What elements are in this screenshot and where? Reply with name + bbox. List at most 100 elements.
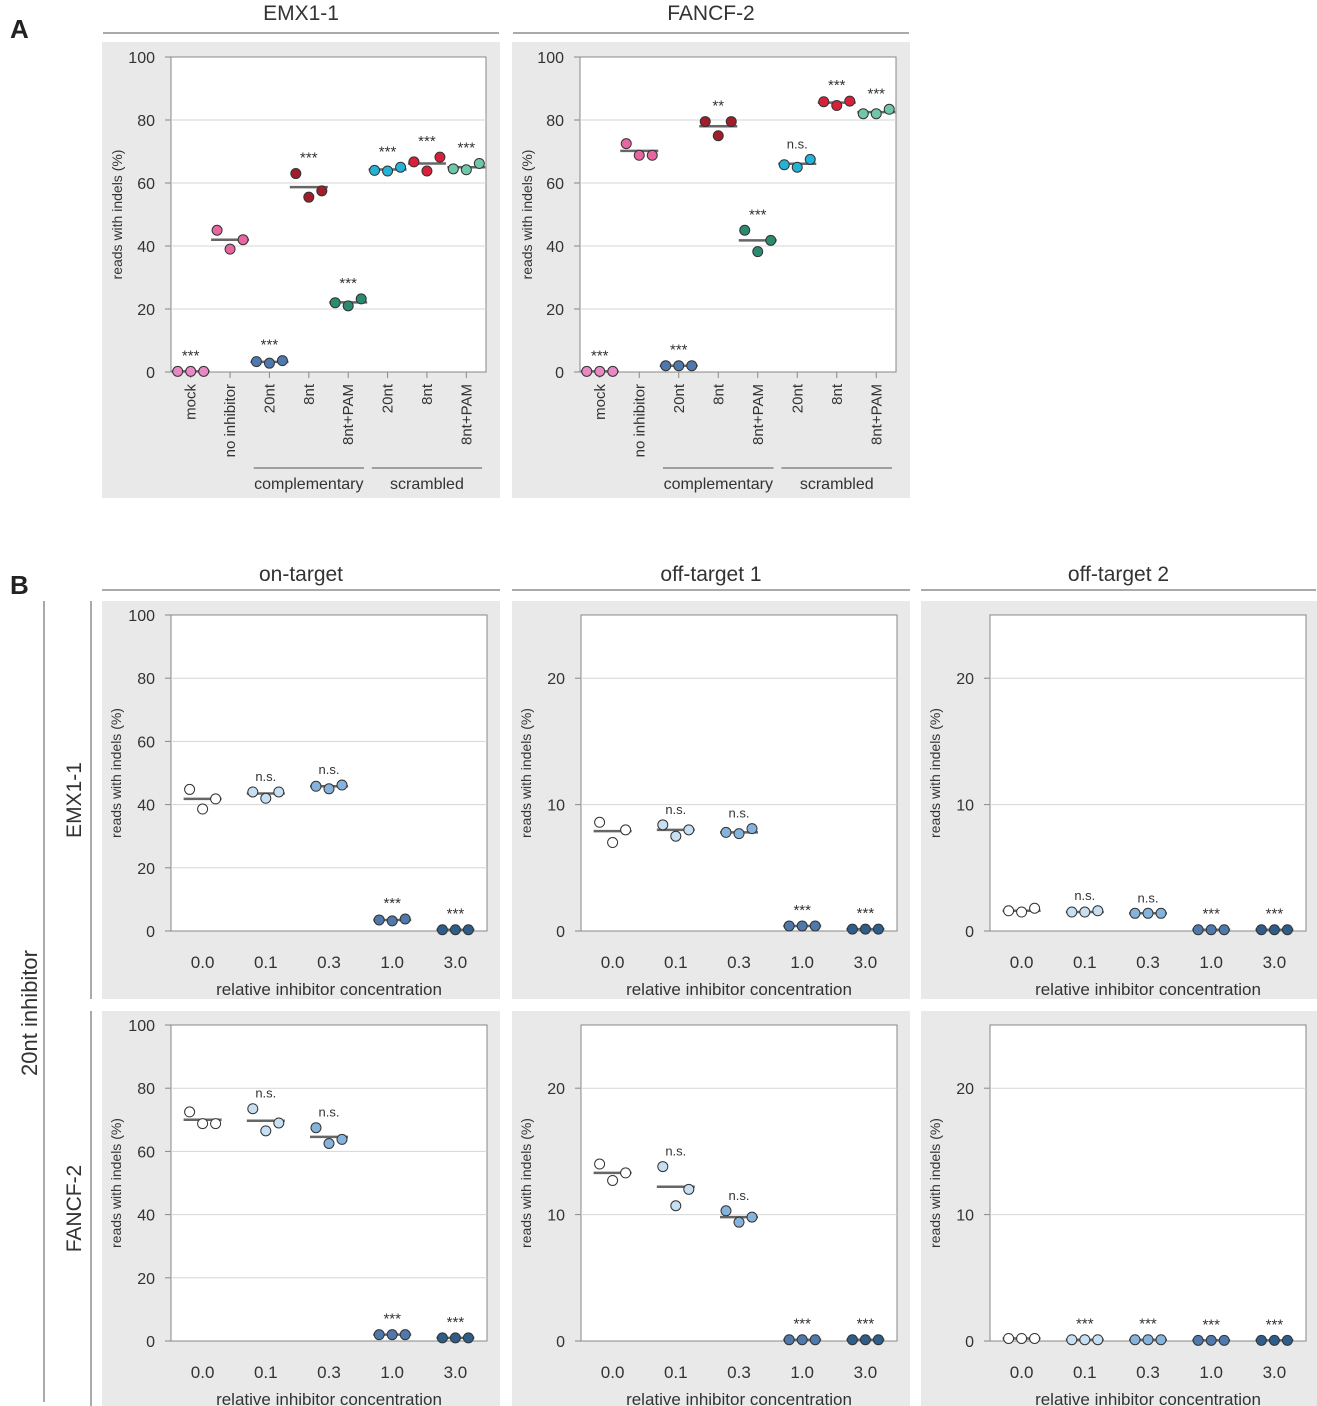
significance-label: n.s. <box>319 1105 340 1120</box>
significance-label: *** <box>1139 1316 1157 1333</box>
panel-label-a: A <box>10 14 29 44</box>
y-tick-label: 40 <box>137 798 155 815</box>
data-point <box>449 924 461 936</box>
data-point <box>872 923 884 935</box>
data-point <box>260 1125 272 1137</box>
plot-area <box>579 56 897 373</box>
y-axis-label: reads with indels (%) <box>518 1118 534 1248</box>
data-point <box>1281 924 1293 936</box>
y-axis-label: reads with indels (%) <box>108 708 124 838</box>
y-tick-label: 0 <box>555 365 564 382</box>
x-tick-label: 8nt+PAM <box>340 384 357 445</box>
data-point <box>323 1138 335 1149</box>
data-point <box>210 1118 222 1130</box>
data-point <box>846 923 858 935</box>
panel-b-chart: 0 20 40 60 80 100 reads with indels (%) 0.0 0.1 0… <box>102 601 500 999</box>
significance-label: *** <box>379 143 397 160</box>
x-tick-label: 3.0 <box>854 1363 878 1382</box>
significance-label: n.s. <box>665 802 686 817</box>
data-point <box>1205 1334 1217 1346</box>
plot-area <box>989 1024 1307 1342</box>
panel-b-chart: 0 10 20 reads with indels (%) 0.0 0.1 0.3 1.0 3.… <box>512 601 910 999</box>
significance-label: *** <box>828 77 846 94</box>
data-point <box>210 793 222 805</box>
data-point <box>646 149 658 161</box>
data-point <box>342 300 354 312</box>
data-point <box>607 365 619 377</box>
significance-label: n.s. <box>1138 890 1159 905</box>
column-title: on-target <box>259 563 343 586</box>
data-point <box>421 165 433 177</box>
data-point <box>336 779 348 791</box>
data-point <box>197 1118 209 1130</box>
y-tick-label: 60 <box>546 176 564 193</box>
x-tick-label: 0.3 <box>727 1363 751 1382</box>
y-tick-label: 20 <box>137 1271 155 1288</box>
x-tick-label: 1.0 <box>790 1363 814 1382</box>
data-point <box>1218 1334 1230 1346</box>
data-point <box>720 1205 732 1217</box>
data-point <box>1029 1332 1041 1344</box>
data-point <box>683 1183 695 1195</box>
significance-label: *** <box>793 902 811 919</box>
data-point <box>1255 1334 1267 1346</box>
data-point <box>1192 1334 1204 1346</box>
y-tick-label: 20 <box>956 1081 974 1098</box>
data-point <box>449 1332 461 1344</box>
data-point <box>1281 1334 1293 1346</box>
data-point <box>224 243 236 255</box>
x-tick-label: 20nt <box>789 383 806 413</box>
significance-label: *** <box>339 275 357 292</box>
data-point <box>1155 907 1167 919</box>
data-point <box>316 185 328 197</box>
data-point <box>872 1334 884 1346</box>
y-tick-label: 20 <box>956 671 974 688</box>
significance-label: n.s. <box>255 769 276 784</box>
data-point <box>870 108 882 120</box>
data-point <box>607 1174 619 1186</box>
data-point <box>620 1167 632 1179</box>
data-point <box>1092 905 1104 917</box>
data-point <box>1268 1334 1280 1346</box>
y-tick-label: 10 <box>956 1208 974 1225</box>
x-tick-label: no inhibitor <box>222 384 239 457</box>
x-tick-label: 1.0 <box>1199 953 1223 972</box>
significance-label: *** <box>418 133 436 150</box>
y-tick-label: 0 <box>556 924 565 941</box>
y-axis-label: reads with indels (%) <box>927 708 943 838</box>
data-point <box>733 1216 745 1228</box>
data-point <box>778 159 790 171</box>
y-tick-label: 20 <box>547 671 565 688</box>
data-point <box>1129 1334 1141 1346</box>
y-tick-label: 0 <box>965 1334 974 1351</box>
data-point <box>290 168 302 180</box>
x-tick-label: 3.0 <box>1263 953 1287 972</box>
data-point <box>809 1334 821 1346</box>
data-point <box>184 1106 196 1118</box>
y-tick-label: 100 <box>128 608 155 625</box>
x-axis-label: relative inhibitor concentration <box>216 980 442 999</box>
data-point <box>260 792 272 804</box>
data-point <box>831 100 843 112</box>
y-axis-label: reads with indels (%) <box>927 1118 943 1248</box>
y-tick-label: 20 <box>546 302 564 319</box>
significance-label: *** <box>867 85 885 102</box>
data-point <box>1079 906 1091 918</box>
data-point <box>473 157 485 169</box>
data-point <box>1268 924 1280 936</box>
data-point <box>746 823 758 835</box>
data-point <box>607 837 619 849</box>
data-point <box>185 365 197 377</box>
data-point <box>276 355 288 367</box>
significance-label: *** <box>300 150 318 167</box>
data-point <box>434 151 446 163</box>
y-axis-label: reads with indels (%) <box>109 150 125 280</box>
data-point <box>725 116 737 128</box>
data-point <box>844 95 856 107</box>
x-tick-label: 20nt <box>380 383 397 413</box>
data-point <box>303 191 315 203</box>
data-point <box>172 365 184 377</box>
significance-label: n.s. <box>665 1144 686 1159</box>
y-tick-label: 100 <box>128 1018 155 1035</box>
y-tick-label: 40 <box>137 239 155 256</box>
